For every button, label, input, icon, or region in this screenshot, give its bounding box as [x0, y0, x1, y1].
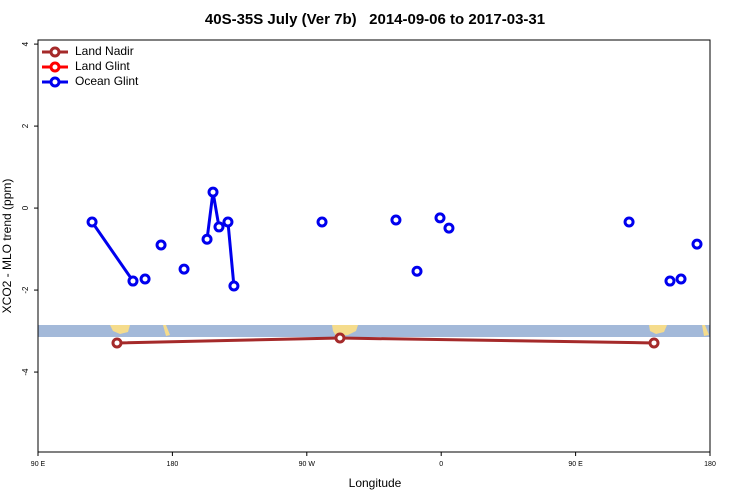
x-tick-label: 0 [439, 461, 443, 468]
land [702, 325, 709, 336]
x-axis-label: Longitude [349, 476, 402, 490]
y-tick-label: 4 [21, 41, 30, 46]
y-tick-label: 2 [21, 123, 30, 128]
point [86, 216, 98, 228]
point [691, 238, 703, 250]
point [316, 216, 328, 228]
x-tick-label: 180 [167, 461, 179, 468]
legend-marker [49, 46, 61, 58]
legend-label: Land Nadir [75, 44, 134, 58]
point [443, 222, 455, 234]
point [334, 332, 346, 344]
point [648, 337, 660, 349]
point [228, 280, 240, 292]
point [675, 273, 687, 285]
point [127, 275, 139, 287]
chart-title: 40S-35S July (Ver 7b) 2014-09-06 to 2017… [205, 11, 545, 28]
point [139, 273, 151, 285]
legend-label: Ocean Glint [75, 74, 139, 88]
point [222, 216, 234, 228]
map-strip [38, 325, 710, 337]
plot-frame [37, 39, 711, 453]
point [178, 263, 190, 275]
point [201, 233, 213, 245]
ocean-band [38, 325, 710, 337]
legend-marker [49, 61, 61, 73]
point [623, 216, 635, 228]
point [390, 214, 402, 226]
point [207, 186, 219, 198]
point [434, 212, 446, 224]
y-tick-label: 0 [21, 205, 30, 210]
point [213, 221, 225, 233]
point [111, 337, 123, 349]
land [163, 325, 170, 336]
land [649, 325, 667, 334]
legend-marker [49, 76, 61, 88]
point [155, 239, 167, 251]
x-tick-label: 180 [704, 461, 716, 468]
x-tick-label: 90 W [299, 461, 316, 468]
y-tick-label: -4 [21, 368, 30, 376]
y-tick-label: -2 [21, 286, 30, 294]
x-tick-label: 90 E [31, 461, 46, 468]
point [411, 265, 423, 277]
point [664, 275, 676, 287]
series-line [116, 336, 655, 345]
legend-label: Land Glint [75, 59, 130, 73]
land [110, 325, 130, 334]
x-tick-label: 90 E [568, 461, 583, 468]
y-axis-label: XCO2 - MLO trend (ppm) [0, 179, 14, 314]
